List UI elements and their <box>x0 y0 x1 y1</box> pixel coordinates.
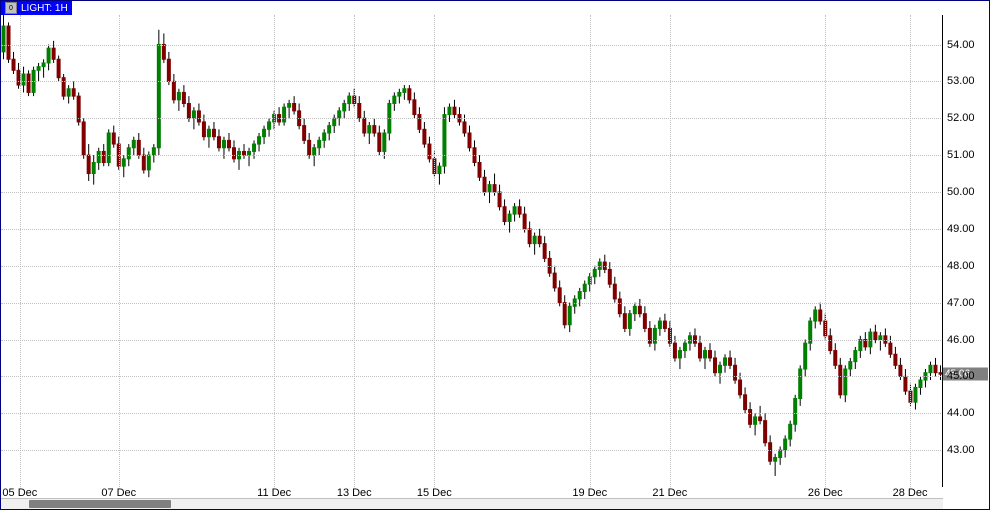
y-axis-label: 50.00 <box>947 186 975 198</box>
gridline-horizontal <box>1 229 943 230</box>
chart-icon: 0 <box>5 2 17 14</box>
gridline-vertical <box>274 15 275 487</box>
y-axis-label: 51.00 <box>947 149 975 161</box>
gridline-horizontal <box>1 340 943 341</box>
chart-window: 0 LIGHT: 1H 45.06 43.0044.0045.0046.0047… <box>0 0 990 510</box>
title-bar: 0 LIGHT: 1H <box>1 1 72 15</box>
gridline-vertical <box>910 15 911 487</box>
candlestick-series <box>1 15 943 487</box>
gridline-vertical <box>590 15 591 487</box>
gridline-horizontal <box>1 376 943 377</box>
y-axis-label: 49.00 <box>947 223 975 235</box>
gridline-horizontal <box>1 266 943 267</box>
gridline-vertical <box>119 15 120 487</box>
gridline-horizontal <box>1 118 943 119</box>
gridline-horizontal <box>1 81 943 82</box>
gridline-vertical <box>670 15 671 487</box>
gridline-horizontal <box>1 303 943 304</box>
y-axis-label: 52.00 <box>947 112 975 124</box>
y-axis-label: 44.00 <box>947 407 975 419</box>
gridline-vertical <box>825 15 826 487</box>
horizontal-scrollbar[interactable] <box>1 498 943 509</box>
title-text: LIGHT: 1H <box>21 3 68 14</box>
gridline-horizontal <box>1 192 943 193</box>
scrollbar-thumb[interactable] <box>29 500 170 508</box>
y-axis-label: 45.00 <box>947 370 975 382</box>
y-axis-label: 47.00 <box>947 297 975 309</box>
y-axis-label: 54.00 <box>947 39 975 51</box>
gridline-vertical <box>434 15 435 487</box>
gridline-horizontal <box>1 450 943 451</box>
y-axis-label: 53.00 <box>947 75 975 87</box>
chart-plot-area[interactable] <box>1 15 943 487</box>
y-axis-label: 46.00 <box>947 334 975 346</box>
gridline-horizontal <box>1 413 943 414</box>
gridline-horizontal <box>1 45 943 46</box>
y-axis: 45.06 43.0044.0045.0046.0047.0048.0049.0… <box>942 15 989 487</box>
y-axis-label: 43.00 <box>947 444 975 456</box>
y-axis-label: 48.00 <box>947 260 975 272</box>
gridline-vertical <box>20 15 21 487</box>
gridline-vertical <box>354 15 355 487</box>
gridline-horizontal <box>1 155 943 156</box>
